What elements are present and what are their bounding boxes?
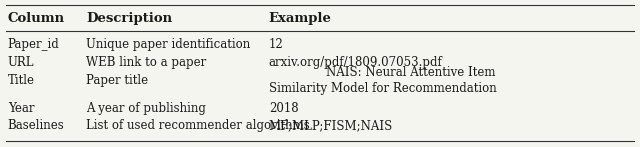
Text: arxiv.org/pdf/1809.07053.pdf: arxiv.org/pdf/1809.07053.pdf bbox=[269, 56, 442, 69]
Text: Baselines: Baselines bbox=[8, 119, 65, 132]
Text: Description: Description bbox=[86, 12, 173, 25]
Text: 2018: 2018 bbox=[269, 102, 298, 115]
Text: WEB link to a paper: WEB link to a paper bbox=[86, 56, 207, 69]
Text: A year of publishing: A year of publishing bbox=[86, 102, 206, 115]
Text: Unique paper identification: Unique paper identification bbox=[86, 38, 251, 51]
Text: Paper title: Paper title bbox=[86, 74, 148, 87]
Text: Year: Year bbox=[8, 102, 34, 115]
Text: Column: Column bbox=[8, 12, 65, 25]
Text: Paper_id: Paper_id bbox=[8, 38, 60, 51]
Text: NAIS: Neural Attentive Item: NAIS: Neural Attentive Item bbox=[326, 66, 496, 78]
Text: MF;MLP;FISM;NAIS: MF;MLP;FISM;NAIS bbox=[269, 119, 393, 132]
Text: URL: URL bbox=[8, 56, 34, 69]
Text: Similarity Model for Recommendation: Similarity Model for Recommendation bbox=[269, 82, 497, 95]
Text: Title: Title bbox=[8, 74, 35, 87]
Text: List of used recommender algorithms: List of used recommender algorithms bbox=[86, 119, 310, 132]
Text: Example: Example bbox=[269, 12, 332, 25]
Text: 12: 12 bbox=[269, 38, 284, 51]
